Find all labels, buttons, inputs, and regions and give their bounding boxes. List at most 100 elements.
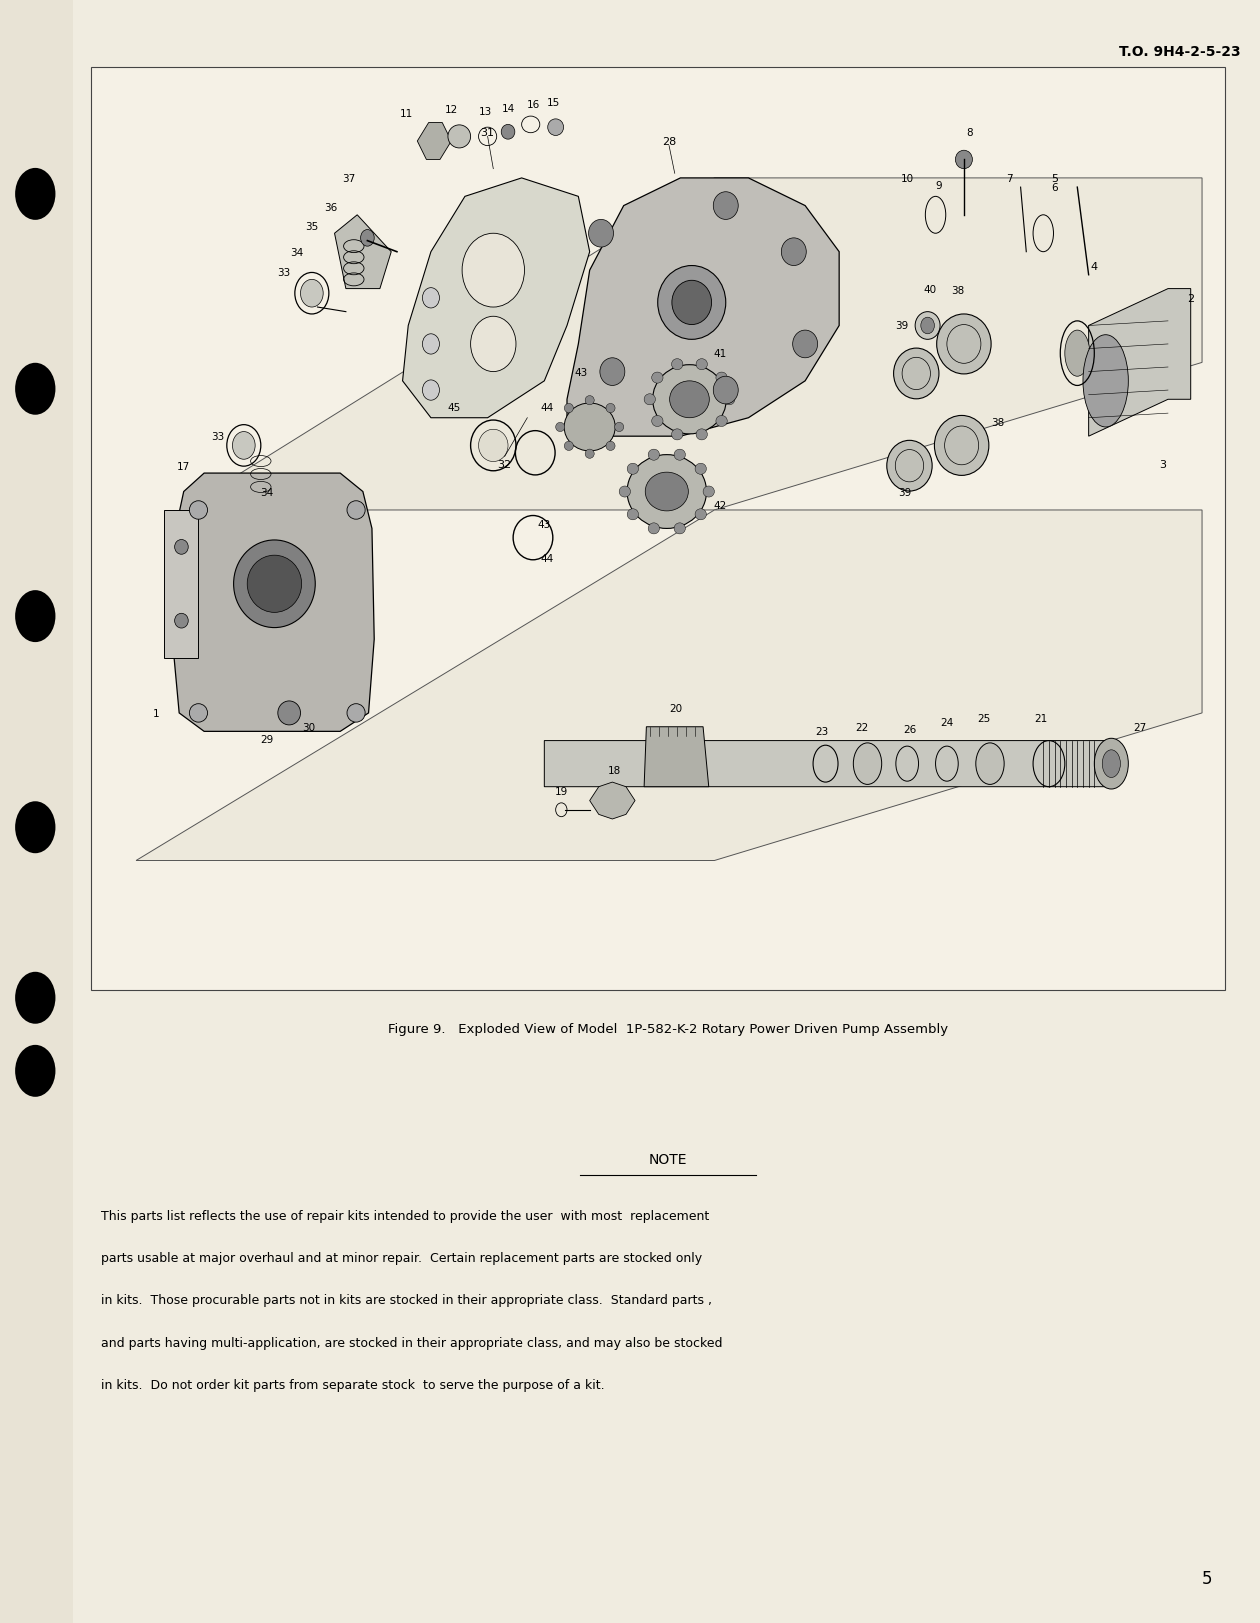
Text: 22: 22 — [856, 722, 868, 732]
Ellipse shape — [606, 404, 615, 414]
Ellipse shape — [449, 127, 471, 149]
Text: 42: 42 — [713, 502, 727, 511]
Ellipse shape — [247, 555, 301, 613]
Ellipse shape — [588, 221, 614, 248]
Text: 5: 5 — [1202, 1569, 1212, 1587]
Text: 2: 2 — [1187, 294, 1194, 304]
Ellipse shape — [462, 234, 524, 308]
Ellipse shape — [645, 472, 688, 511]
Text: 43: 43 — [538, 519, 551, 529]
Ellipse shape — [232, 432, 255, 459]
Text: 39: 39 — [898, 487, 911, 497]
Text: 16: 16 — [527, 101, 539, 110]
Text: 1: 1 — [154, 709, 160, 719]
Text: 12: 12 — [445, 104, 457, 115]
Ellipse shape — [1102, 750, 1120, 777]
Text: 9: 9 — [936, 182, 942, 192]
Ellipse shape — [644, 394, 655, 406]
Text: 20: 20 — [669, 704, 683, 714]
Ellipse shape — [471, 316, 517, 372]
Text: in kits.  Those procurable parts not in kits are stocked in their appropriate cl: in kits. Those procurable parts not in k… — [101, 1294, 712, 1307]
Polygon shape — [417, 123, 451, 161]
Ellipse shape — [1094, 738, 1129, 789]
Text: 27: 27 — [1133, 722, 1147, 732]
Text: T.O. 9H4-2-5-23: T.O. 9H4-2-5-23 — [1119, 45, 1241, 60]
Polygon shape — [403, 179, 590, 419]
Text: 34: 34 — [260, 487, 273, 497]
Text: 26: 26 — [903, 724, 916, 734]
Ellipse shape — [564, 441, 573, 451]
Text: 6: 6 — [1051, 183, 1058, 193]
Text: 44: 44 — [541, 553, 553, 563]
Ellipse shape — [672, 430, 683, 440]
Ellipse shape — [189, 704, 208, 722]
Text: 33: 33 — [212, 432, 224, 441]
Ellipse shape — [301, 281, 324, 308]
Polygon shape — [136, 511, 1202, 860]
Text: 41: 41 — [713, 349, 727, 359]
Text: 7: 7 — [1005, 174, 1013, 183]
Text: 8: 8 — [966, 128, 973, 138]
Text: and parts having multi-application, are stocked in their appropriate class, and : and parts having multi-application, are … — [101, 1336, 722, 1349]
Ellipse shape — [564, 404, 615, 451]
Ellipse shape — [853, 743, 882, 786]
Ellipse shape — [713, 193, 738, 221]
Ellipse shape — [915, 313, 940, 341]
Text: 17: 17 — [178, 461, 190, 471]
Ellipse shape — [648, 450, 659, 461]
Ellipse shape — [600, 359, 625, 386]
Ellipse shape — [175, 540, 188, 555]
Text: 24: 24 — [940, 717, 954, 727]
Polygon shape — [173, 474, 374, 732]
Text: in kits.  Do not order kit parts from separate stock  to serve the purpose of a : in kits. Do not order kit parts from sep… — [101, 1378, 605, 1391]
Circle shape — [15, 591, 55, 643]
Polygon shape — [181, 179, 1202, 511]
Polygon shape — [567, 179, 839, 437]
Text: 29: 29 — [260, 734, 273, 745]
Ellipse shape — [703, 487, 714, 498]
Text: 40: 40 — [924, 284, 936, 294]
Polygon shape — [335, 216, 391, 289]
Circle shape — [15, 802, 55, 854]
Ellipse shape — [564, 404, 573, 414]
Bar — [0, 0, 73, 1623]
Polygon shape — [644, 727, 708, 787]
Ellipse shape — [585, 396, 595, 406]
Circle shape — [15, 972, 55, 1024]
Ellipse shape — [658, 266, 726, 341]
Ellipse shape — [615, 424, 624, 432]
Text: 18: 18 — [609, 766, 621, 776]
Ellipse shape — [606, 441, 615, 451]
Ellipse shape — [651, 415, 663, 427]
Ellipse shape — [233, 540, 315, 628]
Text: 35: 35 — [305, 222, 319, 232]
Ellipse shape — [723, 394, 735, 406]
Text: 28: 28 — [662, 136, 677, 148]
Polygon shape — [590, 782, 635, 820]
Ellipse shape — [422, 381, 440, 401]
Ellipse shape — [627, 464, 639, 476]
Ellipse shape — [651, 373, 663, 385]
Ellipse shape — [175, 613, 188, 628]
Ellipse shape — [346, 502, 365, 519]
Text: 10: 10 — [901, 174, 914, 183]
Ellipse shape — [653, 365, 726, 435]
Text: 23: 23 — [815, 727, 829, 737]
Ellipse shape — [955, 151, 973, 169]
Text: 4: 4 — [1091, 261, 1097, 271]
Text: This parts list reflects the use of repair kits intended to provide the user  wi: This parts list reflects the use of repa… — [101, 1209, 709, 1222]
Ellipse shape — [627, 510, 639, 521]
Ellipse shape — [556, 424, 564, 432]
Text: NOTE: NOTE — [649, 1152, 687, 1167]
Text: 32: 32 — [498, 459, 512, 469]
Text: 13: 13 — [479, 107, 491, 117]
Ellipse shape — [887, 441, 932, 492]
Ellipse shape — [627, 456, 707, 529]
Ellipse shape — [360, 230, 374, 247]
Ellipse shape — [619, 487, 630, 498]
Ellipse shape — [1082, 336, 1129, 428]
Ellipse shape — [713, 377, 738, 404]
Text: 39: 39 — [895, 321, 908, 331]
Ellipse shape — [696, 510, 707, 521]
Text: 5: 5 — [1051, 174, 1058, 183]
